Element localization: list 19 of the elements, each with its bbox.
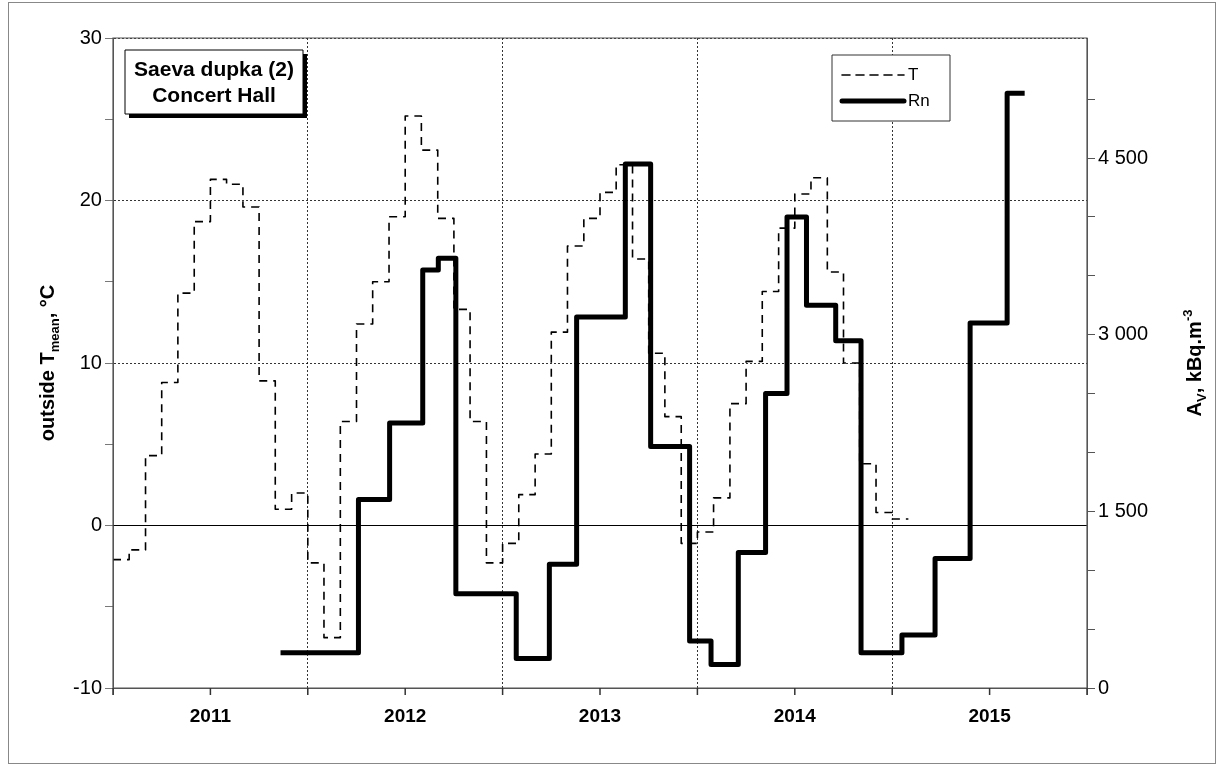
x-tick-label: 2014 (773, 704, 817, 726)
x-tick-label: 2015 (968, 704, 1012, 726)
y2-tick-label: 1 500 (1098, 498, 1149, 521)
y-tick-label: 10 (79, 350, 102, 373)
y-tick-label: 20 (79, 188, 102, 211)
legend-label: Rn (908, 90, 930, 110)
y2-tick-label: 3 000 (1098, 322, 1149, 345)
y-tick-label: 0 (90, 513, 102, 536)
x-tick-label: 2012 (384, 704, 427, 726)
x-tick-label: 2011 (189, 704, 232, 726)
y2-tick-label: 0 (1098, 675, 1110, 698)
legend-label: T (908, 64, 919, 84)
y2-tick-label: 4 500 (1098, 145, 1149, 168)
y-tick-label: -10 (73, 675, 102, 698)
y-tick-label: 30 (79, 25, 102, 48)
text: Saeva dupka (2) Concert Hall (134, 56, 294, 106)
y-axis-title: outside Tmean, °C (35, 284, 62, 442)
x-tick-label: 2013 (578, 704, 622, 726)
y2-axis-title: AV, kBq.m-3 (1179, 309, 1209, 417)
